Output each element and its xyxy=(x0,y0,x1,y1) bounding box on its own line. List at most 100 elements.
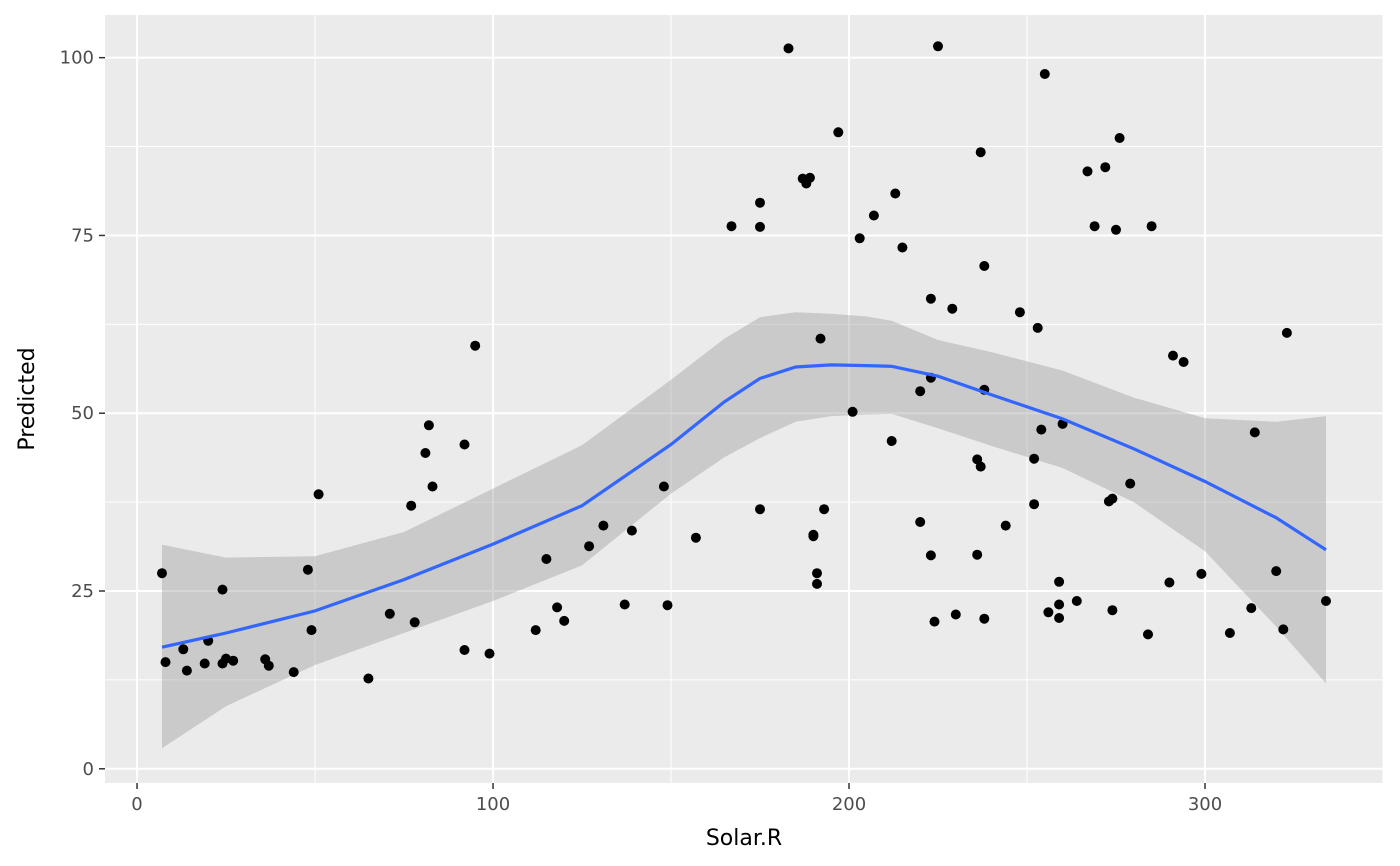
data-point xyxy=(459,645,470,655)
minor-grid xyxy=(105,15,1384,783)
data-point xyxy=(755,197,765,208)
data-point xyxy=(897,242,908,253)
x-tick-label: 0 xyxy=(131,794,142,815)
y-tick-label: 75 xyxy=(71,225,94,246)
data-point xyxy=(755,504,765,515)
data-point xyxy=(1054,576,1065,587)
data-point xyxy=(1146,221,1157,232)
y-tick-label: 25 xyxy=(71,581,94,602)
data-point xyxy=(1107,605,1118,616)
data-point xyxy=(886,436,897,446)
data-point xyxy=(975,147,986,158)
data-point xyxy=(1125,478,1136,489)
data-point xyxy=(1100,162,1111,173)
data-point xyxy=(1278,624,1289,635)
data-point xyxy=(854,233,865,244)
data-point xyxy=(1043,607,1054,618)
y-tick-label: 100 xyxy=(60,48,94,69)
data-point xyxy=(420,448,431,458)
data-point xyxy=(925,293,936,304)
data-point xyxy=(199,658,210,669)
data-point xyxy=(812,568,822,579)
data-point xyxy=(1036,424,1047,435)
data-point xyxy=(726,221,737,232)
data-point xyxy=(427,481,438,492)
data-point xyxy=(1107,493,1118,504)
data-point xyxy=(1249,427,1260,438)
data-point xyxy=(217,584,228,595)
data-point xyxy=(979,261,990,271)
data-point xyxy=(384,608,395,619)
data-point xyxy=(598,520,609,531)
data-point xyxy=(1054,613,1065,623)
data-point xyxy=(972,549,983,560)
data-point xyxy=(868,210,879,221)
data-point xyxy=(626,525,637,536)
data-point xyxy=(1321,596,1331,606)
data-point xyxy=(812,578,822,589)
data-point xyxy=(530,625,541,636)
data-point xyxy=(228,655,239,666)
data-point xyxy=(1168,350,1178,361)
data-point xyxy=(263,660,274,671)
data-point xyxy=(1071,596,1082,606)
data-point xyxy=(409,617,420,628)
data-point xyxy=(847,406,858,417)
data-point xyxy=(979,613,990,624)
y-axis-title: Predicted xyxy=(15,347,40,450)
data-point xyxy=(584,541,595,552)
confidence-band xyxy=(162,312,1326,749)
x-tick-label: 200 xyxy=(832,794,866,815)
data-point xyxy=(178,644,189,655)
data-point xyxy=(925,550,936,561)
data-point xyxy=(160,657,171,668)
data-point xyxy=(1111,224,1121,235)
data-point xyxy=(484,648,495,659)
data-point xyxy=(808,531,819,542)
data-point xyxy=(815,333,826,344)
smooth-line xyxy=(161,363,1327,649)
data-point xyxy=(658,481,669,492)
data-point xyxy=(423,420,434,431)
data-point xyxy=(690,532,701,543)
data-point xyxy=(559,615,570,626)
data-point xyxy=(157,568,167,579)
data-point xyxy=(406,500,417,511)
data-point xyxy=(804,172,815,183)
data-point xyxy=(302,564,313,575)
data-point xyxy=(619,599,630,610)
x-tick-label: 300 xyxy=(1188,794,1222,815)
data-point xyxy=(1271,566,1282,577)
data-point xyxy=(1196,568,1207,579)
data-point xyxy=(459,439,470,450)
data-point xyxy=(890,188,901,199)
data-point xyxy=(755,221,765,232)
data-point xyxy=(306,625,317,636)
y-axis: 0 25 50 75 100 xyxy=(60,48,105,780)
data-point xyxy=(1029,453,1040,464)
data-point xyxy=(1178,357,1189,367)
y-tick-label: 0 xyxy=(83,759,94,780)
data-point xyxy=(819,504,830,515)
data-point xyxy=(1114,133,1125,143)
data-point xyxy=(470,340,481,351)
data-point xyxy=(833,127,844,138)
data-point xyxy=(1032,322,1043,333)
data-point xyxy=(541,554,552,564)
x-axis-title: Solar.R xyxy=(706,826,782,851)
data-point xyxy=(947,303,958,314)
data-point xyxy=(1000,520,1011,531)
data-point xyxy=(288,667,299,678)
x-tick-label: 100 xyxy=(476,794,510,815)
x-axis: 0 100 200 300 xyxy=(131,783,1222,815)
data-point xyxy=(915,386,926,397)
data-point xyxy=(181,665,192,676)
data-point xyxy=(1246,603,1257,614)
plot-panel xyxy=(105,15,1383,783)
data-point xyxy=(363,673,374,684)
data-point xyxy=(313,489,324,500)
data-point xyxy=(975,461,986,472)
data-point xyxy=(1039,69,1050,79)
data-point xyxy=(1014,307,1025,318)
